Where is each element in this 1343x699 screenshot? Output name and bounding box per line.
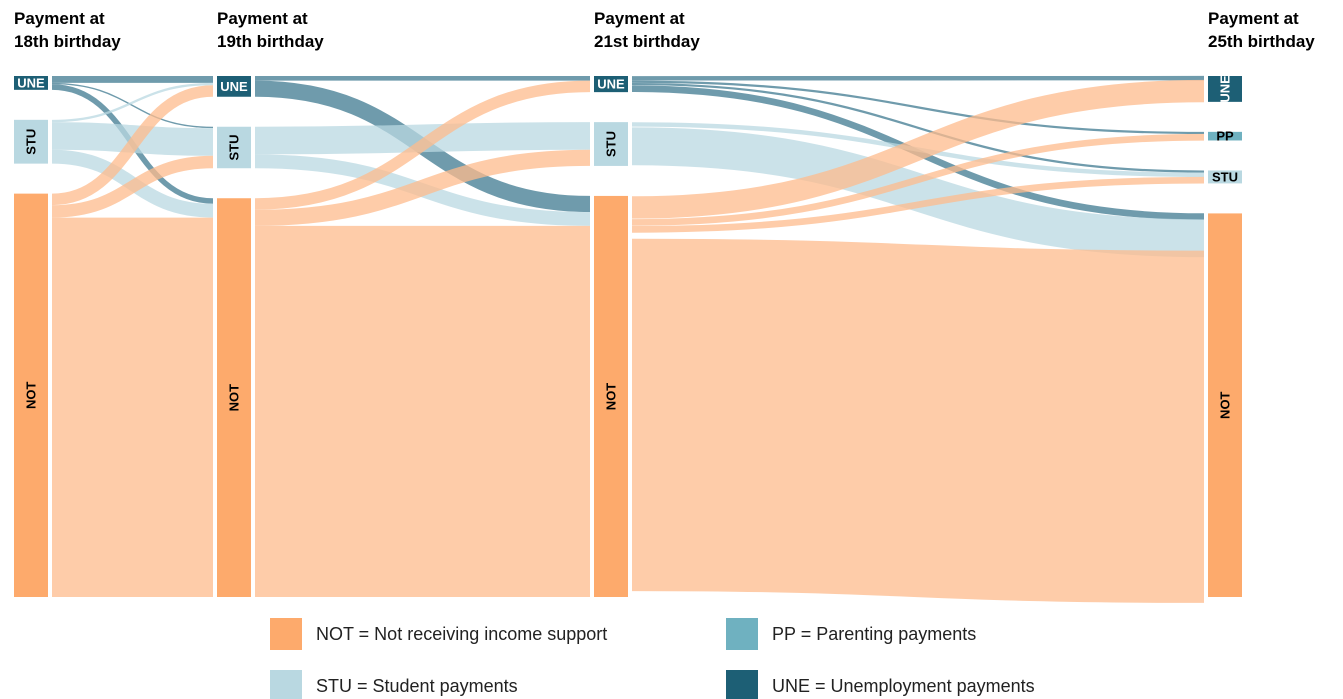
node bbox=[14, 193, 48, 597]
node-label: NOT bbox=[603, 383, 618, 411]
stage-header: Payment at bbox=[217, 9, 308, 28]
node-label: UNE bbox=[597, 77, 625, 92]
legend-label: NOT = Not receiving income support bbox=[316, 624, 607, 644]
legend-swatch bbox=[726, 618, 758, 650]
node-label: NOT bbox=[226, 384, 241, 412]
stage-header: 21st birthday bbox=[594, 32, 700, 51]
stage-header: Payment at bbox=[1208, 9, 1299, 28]
node-label: STU bbox=[226, 134, 241, 160]
flow bbox=[631, 238, 1205, 603]
links bbox=[51, 75, 1205, 603]
node-label: STU bbox=[23, 129, 38, 155]
stage-header: 18th birthday bbox=[14, 32, 121, 51]
stage-header: Payment at bbox=[14, 9, 105, 28]
flow bbox=[254, 149, 591, 226]
flow bbox=[254, 80, 591, 210]
node-label: STU bbox=[603, 131, 618, 157]
node bbox=[14, 76, 48, 90]
node bbox=[1208, 76, 1242, 102]
legend-swatch bbox=[270, 670, 302, 699]
flow bbox=[631, 176, 1205, 233]
legend-label: STU = Student payments bbox=[316, 676, 518, 696]
node bbox=[217, 126, 251, 169]
node bbox=[594, 76, 628, 93]
node-label: STU bbox=[1212, 169, 1238, 184]
node bbox=[217, 198, 251, 598]
legend-label: PP = Parenting payments bbox=[772, 624, 976, 644]
flow bbox=[51, 82, 214, 129]
node bbox=[1208, 131, 1242, 141]
stage-header: 19th birthday bbox=[217, 32, 324, 51]
flow bbox=[631, 127, 1205, 258]
node bbox=[594, 122, 628, 166]
flow bbox=[631, 133, 1205, 226]
node-label: PP bbox=[1216, 129, 1234, 144]
node bbox=[217, 76, 251, 97]
flow bbox=[51, 155, 214, 218]
legend-swatch bbox=[270, 618, 302, 650]
node-label: UNE bbox=[1217, 75, 1232, 103]
node bbox=[14, 119, 48, 164]
node-label: NOT bbox=[1217, 391, 1232, 419]
flow bbox=[631, 80, 1205, 135]
legend-label: UNE = Unemployment payments bbox=[772, 676, 1035, 696]
flow bbox=[631, 79, 1205, 219]
node bbox=[1208, 170, 1242, 184]
node-label: NOT bbox=[23, 382, 38, 410]
node bbox=[1208, 213, 1242, 597]
flow bbox=[51, 85, 214, 206]
legend-swatch bbox=[726, 670, 758, 699]
stage-header: Payment at bbox=[594, 9, 685, 28]
node-label: UNE bbox=[220, 79, 248, 94]
node bbox=[594, 195, 628, 597]
stage-header: 25th birthday bbox=[1208, 32, 1315, 51]
flow bbox=[51, 82, 214, 123]
flow bbox=[631, 82, 1205, 173]
node-label: UNE bbox=[17, 75, 45, 90]
nodes: UNE STU NOT UNE STU NOT UNE STU NOT UNE PP STU NOT bbox=[14, 75, 1242, 598]
